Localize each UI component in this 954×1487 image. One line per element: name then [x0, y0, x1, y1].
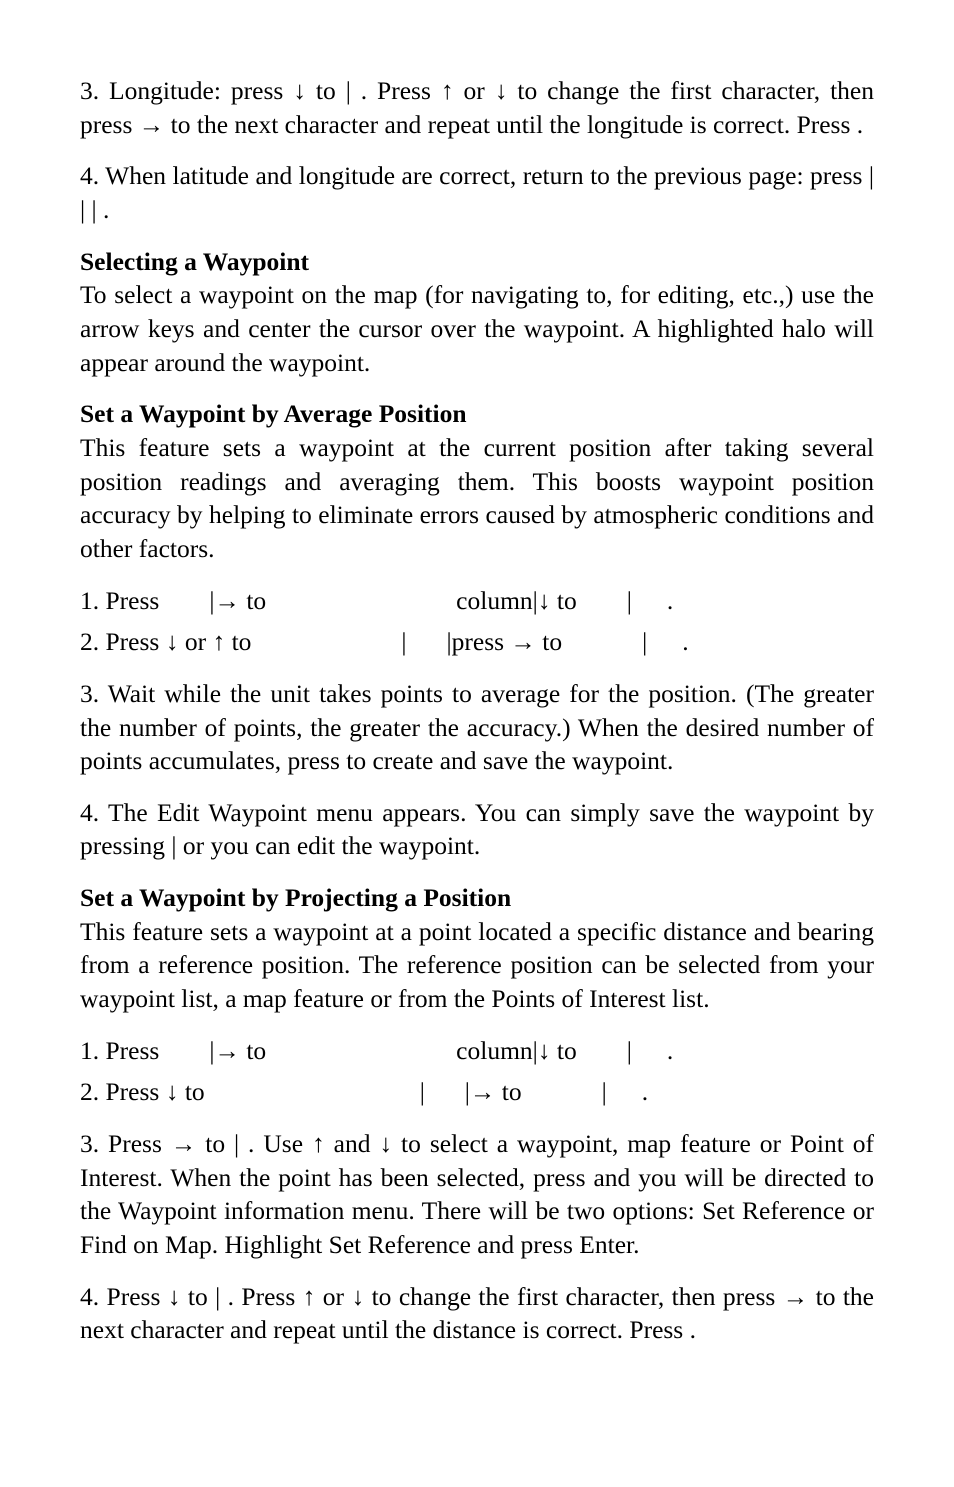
- heading-project-position: Set a Waypoint by Projecting a Position: [80, 881, 874, 915]
- para-selecting-waypoint: To select a waypoint on the map (for nav…: [80, 278, 874, 379]
- avg-step-2-c3: |press → to: [447, 625, 563, 659]
- proj-step-1-c3: column|↓ to: [456, 1034, 577, 1068]
- avg-step-4: 4. The Edit Waypoint menu appears. You c…: [80, 796, 874, 863]
- avg-step-2-c5: .: [682, 625, 688, 659]
- avg-step-1-c2: |→ to: [209, 584, 266, 618]
- proj-step-2: 2. Press ↓ to | |→ to | .: [80, 1075, 874, 1109]
- heading-average-position: Set a Waypoint by Average Position: [80, 397, 874, 431]
- avg-step-1-c1: 1. Press: [80, 584, 159, 618]
- avg-step-3: 3. Wait while the unit takes points to a…: [80, 677, 874, 778]
- proj-step-1-c5: .: [667, 1034, 673, 1068]
- return-step-4: 4. When latitude and longitude are corre…: [80, 159, 874, 226]
- proj-step-2-c3: |→ to: [465, 1075, 522, 1109]
- para-average-position: This feature sets a waypoint at the curr…: [80, 431, 874, 566]
- heading-selecting-waypoint: Selecting a Waypoint: [80, 245, 874, 279]
- page-content: 3. Longitude: press ↓ to | . Press ↑ or …: [0, 0, 954, 1407]
- proj-step-3: 3. Press → to | . Use ↑ and ↓ to select …: [80, 1127, 874, 1262]
- longitude-step-3: 3. Longitude: press ↓ to | . Press ↑ or …: [80, 74, 874, 141]
- avg-step-1: 1. Press |→ to column|↓ to | .: [80, 584, 874, 618]
- para-project-position: This feature sets a waypoint at a point …: [80, 915, 874, 1016]
- proj-step-2-c5: .: [642, 1075, 648, 1109]
- avg-step-2: 2. Press ↓ or ↑ to | |press → to | .: [80, 625, 874, 659]
- proj-step-4: 4. Press ↓ to | . Press ↑ or ↓ to change…: [80, 1280, 874, 1347]
- avg-step-1-c5: .: [667, 584, 673, 618]
- proj-step-1-c2: |→ to: [209, 1034, 266, 1068]
- proj-step-1-c1: 1. Press: [80, 1034, 159, 1068]
- avg-step-1-c3: column|↓ to: [456, 584, 577, 618]
- avg-step-2-c1: 2. Press ↓ or ↑ to: [80, 625, 251, 659]
- proj-step-2-c1: 2. Press ↓ to: [80, 1075, 205, 1109]
- proj-step-1: 1. Press |→ to column|↓ to | .: [80, 1034, 874, 1068]
